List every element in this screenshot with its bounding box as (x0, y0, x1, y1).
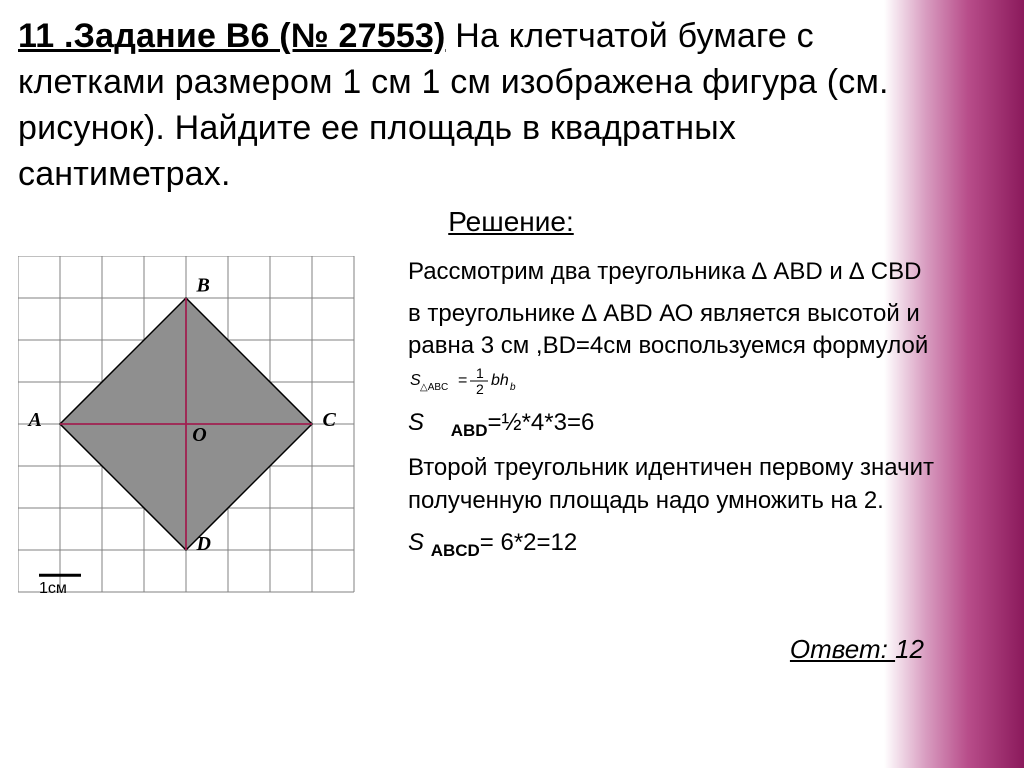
solution-p2-text: в треугольнике ∆ АВD АО является высотой… (408, 300, 928, 359)
main-row: ABCDO1см Рассмотрим два треугольника ∆ А… (18, 256, 1004, 622)
p3-sub: АВD (451, 421, 488, 440)
p3-prefix: S (408, 409, 424, 436)
answer-value: 12 (895, 634, 924, 664)
p5-prefix: S (408, 529, 431, 556)
p5-expr: = 6*2=12 (480, 529, 577, 556)
svg-text:A: A (27, 409, 42, 431)
area-formula: S △ABC = 1 2 bh b (408, 363, 528, 397)
answer-label: Ответ: (790, 634, 895, 664)
formula-sub-tri: △ABC (420, 382, 448, 393)
solution-p4: Второй треугольник идентичен первому зна… (408, 452, 968, 517)
formula-bh: bh (491, 372, 509, 389)
formula-num: 1 (476, 365, 484, 381)
task-number: 11 .Задание В6 (№ 27553) (18, 17, 446, 55)
p5-sub: ABCD (431, 541, 480, 560)
solution-p2: в треугольнике ∆ АВD АО является высотой… (408, 298, 968, 397)
formula-bh-sub: b (510, 382, 516, 393)
solution-p5: S ABCD= 6*2=12 (408, 527, 968, 563)
formula-den: 2 (476, 381, 484, 397)
problem-statement: 11 .Задание В6 (№ 27553) На клетчатой бу… (18, 14, 898, 198)
solution-heading: Решение: (18, 206, 1004, 238)
rhombus-diagram: A B C D O 1см (18, 256, 374, 622)
svg-text:B: B (196, 274, 210, 296)
formula-eq: = (458, 372, 467, 389)
svg-text:C: C (323, 409, 337, 431)
slide-content: 11 .Задание В6 (№ 27553) На клетчатой бу… (0, 0, 1024, 768)
diagram-container: A B C D O 1см (18, 256, 374, 622)
svg-text:1см: 1см (39, 580, 67, 597)
svg-text:D: D (196, 533, 211, 555)
solution-body: Рассмотрим два треугольника ∆ АВD и ∆ СВ… (408, 256, 968, 622)
p3-expr: =½*4*3=6 (488, 409, 595, 436)
svg-text:O: O (192, 423, 206, 445)
answer-row: Ответ: 12 (18, 634, 1004, 665)
solution-p3: S АВD=½*4*3=6 (408, 407, 968, 443)
solution-p1: Рассмотрим два треугольника ∆ АВD и ∆ СВ… (408, 256, 968, 288)
